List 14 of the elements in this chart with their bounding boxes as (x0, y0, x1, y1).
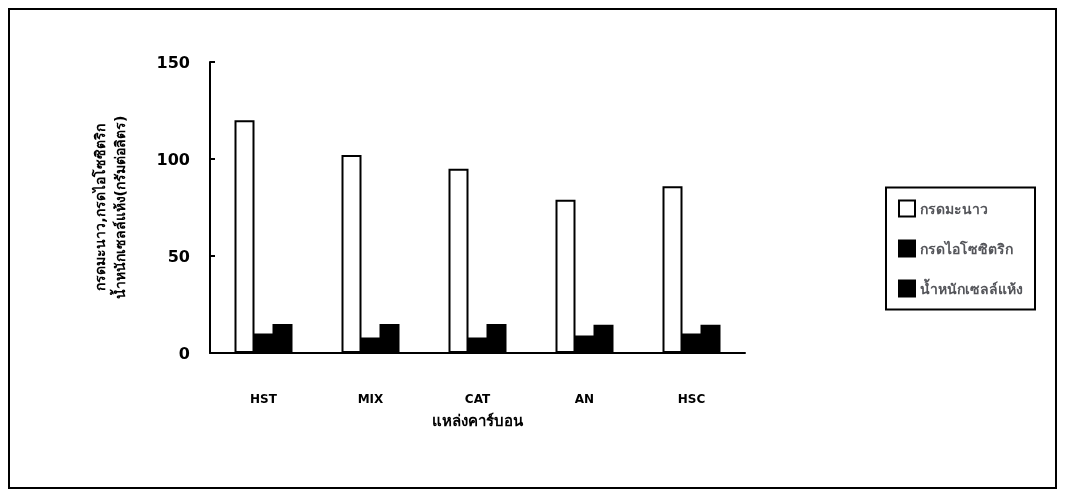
y-tick-label: 50 (167, 246, 190, 266)
x-axis-title: แหล่งคาร์บอน (432, 411, 524, 430)
y-axis-title: กรดมะนาว,กรดไอโซซิตริก น้ำหนักเซลล์แห้ง(กรัมต่อลิตร) (91, 115, 128, 300)
y-tick-label: 150 (156, 52, 190, 72)
x-tick-label: CAT (464, 392, 491, 406)
x-tick-label: AN (574, 392, 595, 406)
y-tick-label: 0 (178, 343, 190, 363)
legend-label: น้ำหนักเซลล์แห้ง (920, 277, 1023, 297)
x-tick-label: HSC (677, 392, 706, 406)
x-tick-label: HST (250, 392, 278, 406)
legend-label: กรดไอโซซิตริก (920, 239, 1013, 257)
legend-label: กรดมะนาว (920, 200, 988, 217)
x-tick-label: MIX (357, 392, 385, 406)
y-tick-label: 100 (156, 149, 190, 169)
